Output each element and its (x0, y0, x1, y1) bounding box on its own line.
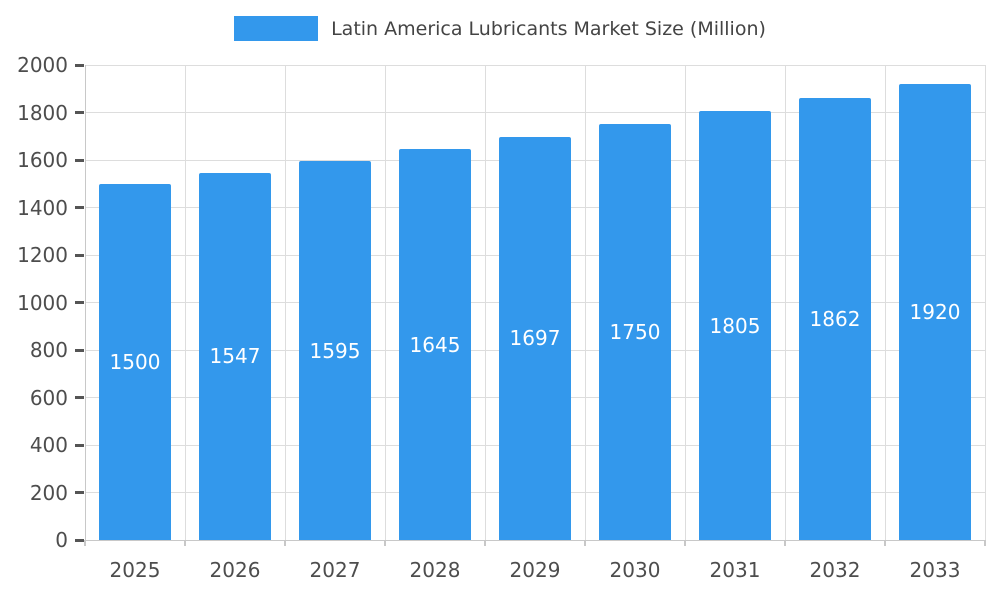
x-tick (884, 540, 886, 546)
bar-value-label: 1750 (609, 320, 661, 345)
y-axis-label: 600 (29, 385, 68, 410)
x-tick (784, 540, 786, 546)
x-tick (84, 540, 86, 546)
bar-value-label: 1862 (809, 306, 861, 331)
x-tick (684, 540, 686, 546)
v-gridline (384, 65, 386, 540)
bar: 1595 (299, 161, 371, 540)
x-tick (384, 540, 386, 546)
y-axis-label: 1600 (17, 148, 68, 172)
y-axis-label: 1200 (17, 243, 68, 267)
y-axis-label: 0 (55, 528, 68, 552)
v-gridline (984, 65, 986, 540)
y-tick (75, 396, 84, 399)
bar-value-label: 1645 (409, 332, 461, 357)
v-gridline (84, 65, 86, 540)
v-gridline (884, 65, 886, 540)
y-tick (75, 206, 84, 209)
bar-value-label: 1547 (209, 344, 261, 369)
x-axis-label: 2030 (609, 558, 661, 582)
bar: 1500 (99, 183, 171, 540)
y-axis-label: 800 (29, 338, 68, 362)
y-tick (75, 63, 84, 67)
y-axis-label: 400 (29, 433, 68, 457)
x-axis-label: 2033 (909, 558, 961, 582)
bar-value-label: 1805 (709, 313, 761, 338)
x-tick (284, 540, 286, 546)
bar: 1805 (699, 111, 771, 540)
y-tick (75, 538, 84, 542)
y-tick (75, 111, 84, 114)
y-axis-label: 200 (29, 480, 68, 505)
v-gridline (784, 65, 786, 540)
bar-value-label: 1697 (509, 326, 561, 351)
x-axis-label: 2027 (309, 558, 361, 582)
bar: 1697 (499, 136, 571, 540)
h-gridline (85, 112, 985, 113)
bar: 1920 (899, 84, 971, 540)
v-gridline (584, 65, 586, 540)
y-axis-label: 1000 (17, 290, 68, 315)
bar: 1862 (799, 97, 871, 540)
x-tick (184, 540, 186, 546)
x-axis-label: 2026 (209, 558, 261, 582)
y-axis-label: 1400 (17, 195, 68, 220)
legend-label: Latin America Lubricants Market Size (Mi… (331, 17, 766, 40)
x-axis-label: 2032 (809, 558, 861, 582)
v-gridline (484, 65, 486, 540)
x-tick (484, 540, 486, 546)
y-axis-label: 1800 (17, 100, 68, 125)
v-gridline (684, 65, 686, 540)
bar-value-label: 1500 (109, 349, 161, 374)
y-tick (75, 301, 84, 304)
x-axis-label: 2029 (509, 558, 561, 582)
bar: 1547 (199, 172, 271, 540)
h-gridline (85, 64, 985, 66)
y-axis-label: 2000 (17, 53, 68, 77)
legend: Latin America Lubricants Market Size (Mi… (0, 16, 1000, 41)
x-axis-label: 2025 (109, 558, 161, 582)
y-tick (75, 443, 84, 447)
bar-value-label: 1595 (309, 338, 361, 363)
y-tick (75, 348, 84, 352)
y-tick (75, 491, 84, 494)
v-gridline (284, 65, 286, 540)
h-gridline (85, 539, 985, 541)
bar: 1645 (399, 149, 471, 540)
legend-swatch (234, 16, 319, 41)
v-gridline (184, 65, 186, 540)
y-tick (75, 158, 84, 162)
x-axis-label: 2028 (409, 558, 461, 582)
y-tick (75, 253, 84, 257)
bar: 1750 (599, 124, 671, 540)
x-axis-label: 2031 (709, 558, 761, 582)
x-tick (584, 540, 586, 546)
bar-value-label: 1920 (909, 300, 961, 324)
x-tick (984, 540, 986, 546)
